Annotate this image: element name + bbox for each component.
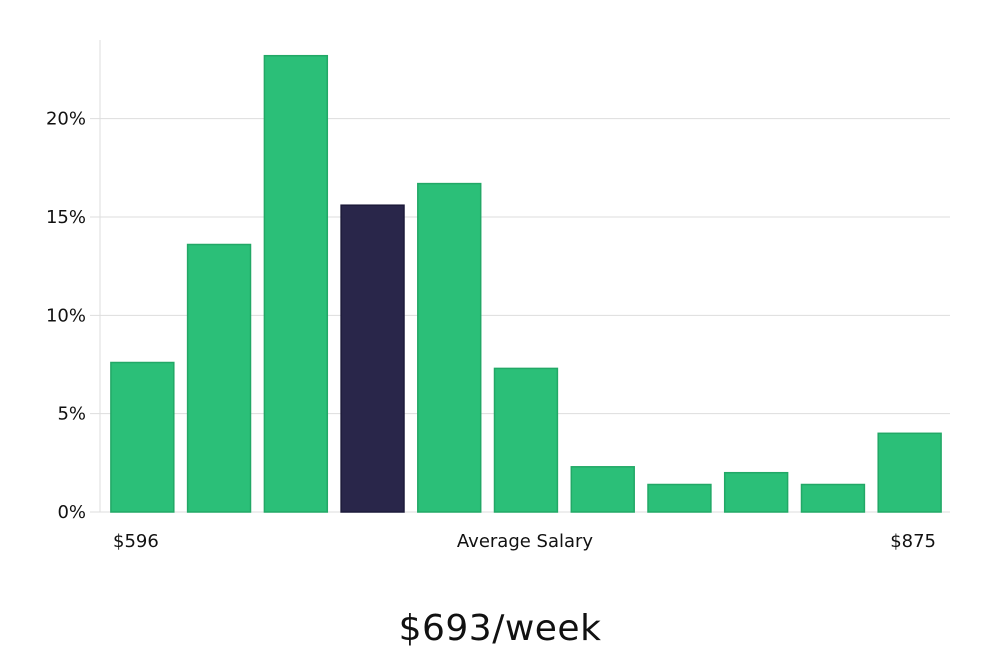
y-tick-label: 5%	[57, 404, 86, 425]
y-axis-ticks: 0% 5% 10% 15% 20%	[46, 109, 86, 523]
x-axis-label: Average Salary	[457, 531, 594, 552]
bar	[800, 483, 866, 513]
bar	[186, 243, 252, 513]
bar-layer	[110, 54, 942, 513]
bar	[417, 182, 482, 513]
bar	[110, 361, 175, 513]
bar	[647, 483, 712, 513]
bar	[570, 466, 635, 513]
bar	[723, 471, 789, 513]
y-tick-label: 10%	[46, 305, 86, 326]
salary-distribution-chart: 0% 5% 10% 15% 20% $596 Average Salary $875	[46, 40, 950, 552]
bar	[263, 54, 329, 513]
average-salary-value: $693/week	[398, 608, 602, 649]
y-tick-label: 15%	[46, 207, 86, 228]
bar	[877, 432, 942, 513]
x-max-label: $875	[890, 531, 936, 552]
highlighted-bar	[340, 204, 405, 513]
bar	[493, 367, 559, 513]
y-tick-label: 20%	[46, 109, 86, 130]
y-tick-label: 0%	[57, 502, 86, 523]
x-min-label: $596	[113, 531, 159, 552]
